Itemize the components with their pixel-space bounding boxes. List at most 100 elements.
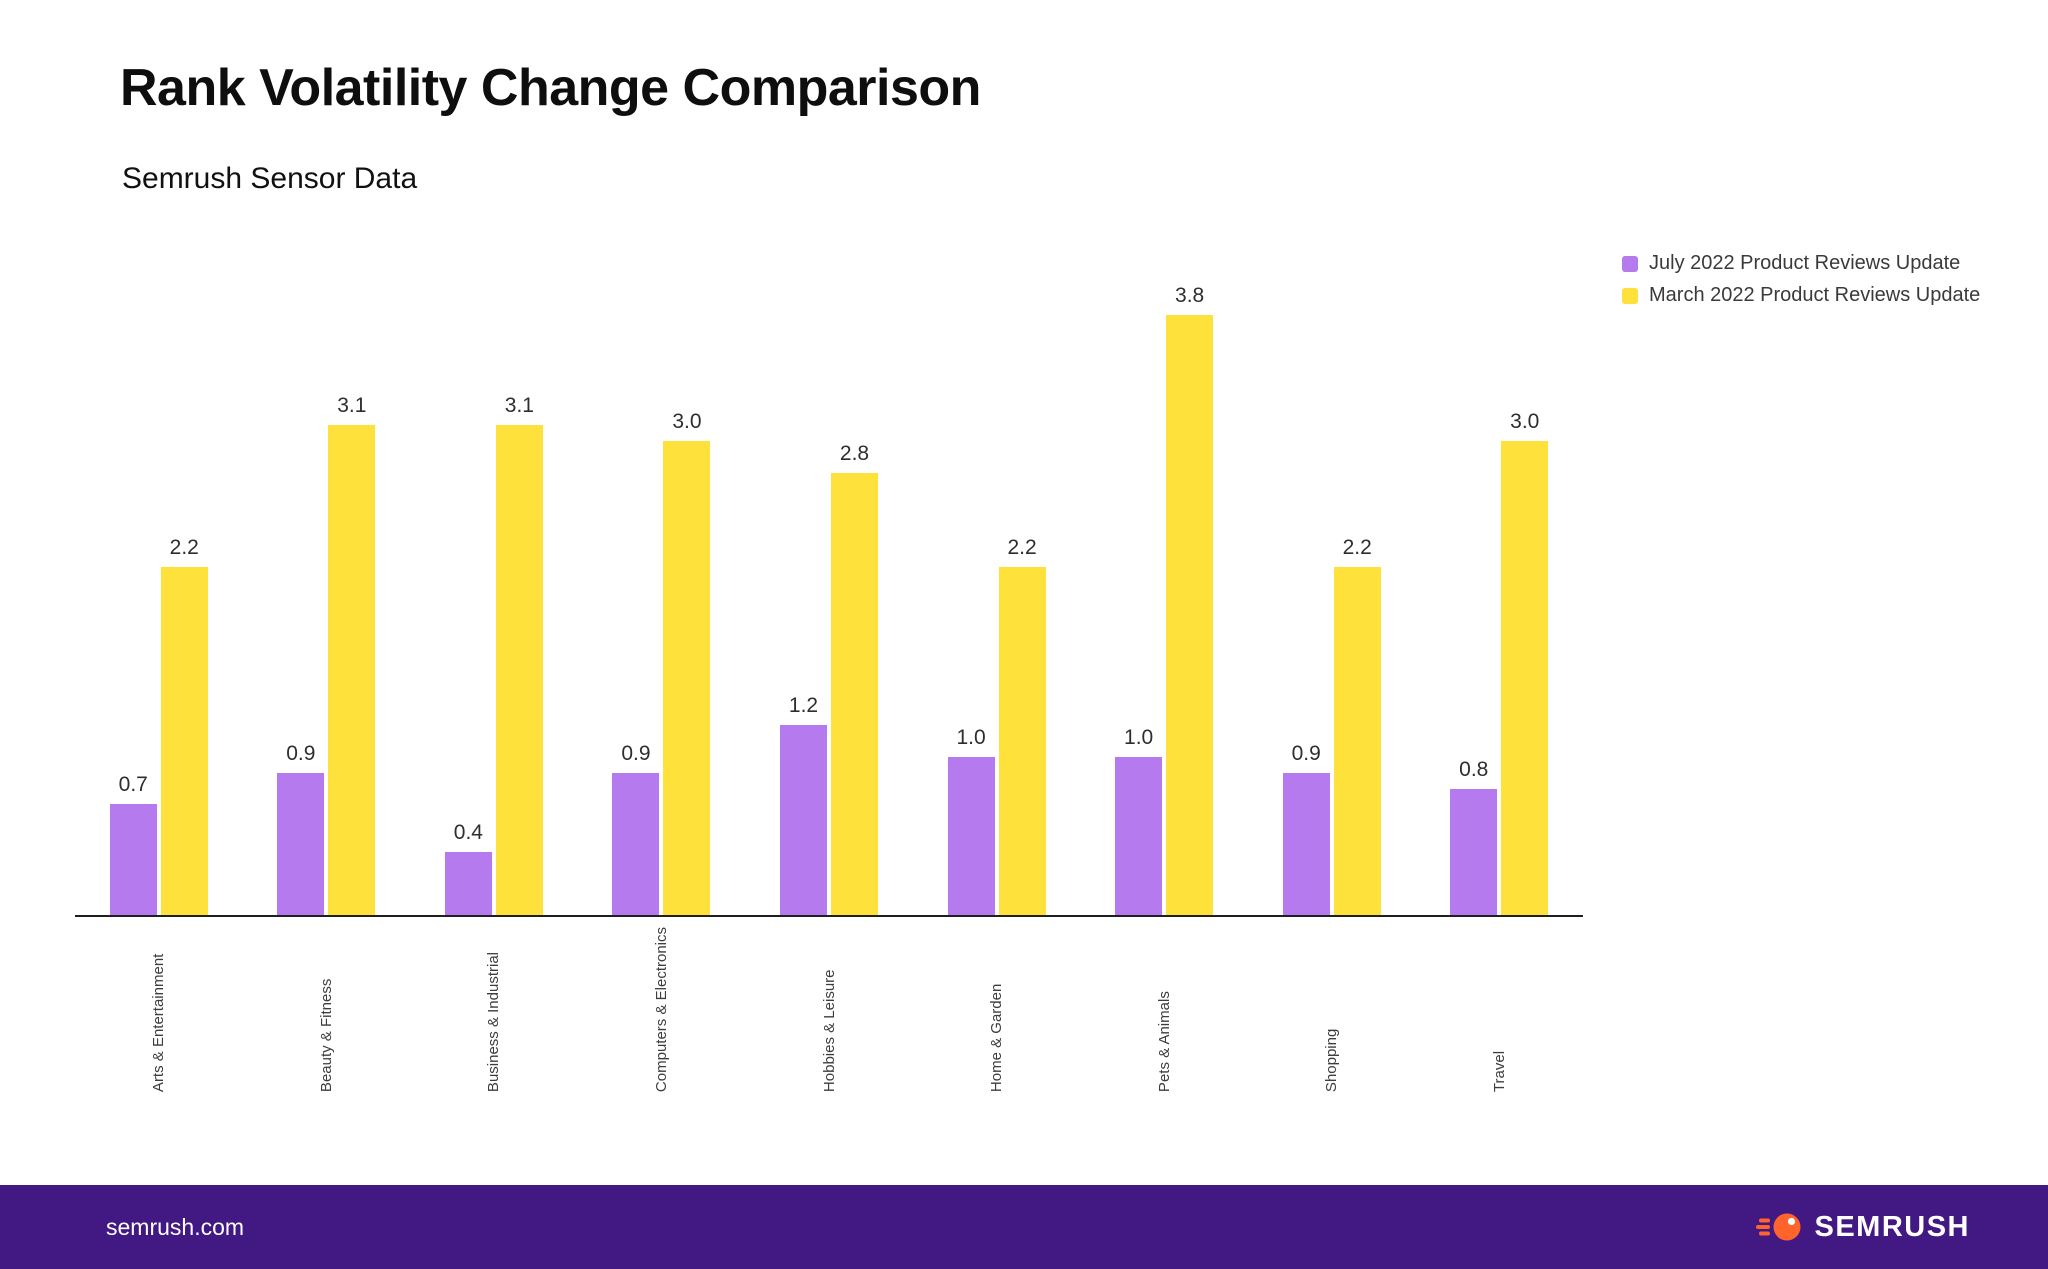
bar-value-label: 3.0 (1510, 410, 1540, 433)
category-label: Hobbies & Leisure (820, 969, 838, 1093)
bar-pair: 0.8 3.0 (1450, 235, 1549, 915)
category-cell: Arts & Entertainment (75, 917, 243, 1092)
bar (495, 425, 543, 915)
bar (780, 725, 828, 915)
bar (109, 804, 157, 915)
category-cell: Home & Garden (913, 917, 1081, 1092)
bar (1333, 567, 1381, 915)
page-title: Rank Volatility Change Comparison (120, 59, 981, 117)
bar-value-label: 1.0 (956, 726, 986, 749)
bar (277, 773, 325, 915)
x-axis-line: 0.7 2.2 0.9 3.1 0.4 3.1 0.9 3.0 1.2 2.8 1.0 2.2 1.0 3… (75, 235, 1583, 917)
bar-group: 0.9 2.2 (1248, 235, 1416, 915)
bar-column: 0.7 (109, 773, 157, 915)
semrush-logo: SEMRUSH (1756, 1211, 1970, 1244)
category-cell: Hobbies & Leisure (745, 917, 913, 1092)
bar-group: 0.9 3.0 (578, 235, 746, 915)
footer-url: semrush.com (106, 1213, 245, 1240)
bar-pair: 0.9 3.1 (277, 235, 376, 915)
bar-column: 1.0 (947, 726, 995, 915)
bar-column: 3.1 (495, 394, 543, 915)
bar-value-label: 0.4 (453, 821, 483, 844)
bar-value-label: 0.9 (1291, 742, 1321, 765)
bar-column: 0.8 (1450, 758, 1498, 915)
bar-column: 3.1 (328, 394, 376, 915)
bar-column: 0.9 (1282, 742, 1330, 915)
bar-column: 3.8 (1166, 284, 1214, 915)
bar-group: 1.0 2.2 (913, 235, 1081, 915)
bar-column: 2.2 (1333, 536, 1381, 915)
category-cell: Computers & Electronics (578, 917, 746, 1092)
bar-value-label: 2.2 (1007, 536, 1037, 559)
legend-item-july: July 2022 Product Reviews Update (1622, 252, 1980, 275)
legend: July 2022 Product Reviews Update March 2… (1622, 252, 1980, 307)
bar-value-label: 3.1 (337, 394, 367, 417)
bar-value-label: 3.1 (504, 394, 534, 417)
bar-group: 0.8 3.0 (1416, 235, 1584, 915)
bar-column: 3.0 (1501, 410, 1549, 915)
bar-pair: 0.9 2.2 (1282, 235, 1381, 915)
bar (663, 441, 711, 915)
bar-column: 1.2 (780, 694, 828, 915)
bar-column: 3.0 (663, 410, 711, 915)
bar-value-label: 2.2 (1342, 536, 1372, 559)
page-subtitle: Semrush Sensor Data (122, 162, 418, 195)
bar (444, 852, 492, 915)
category-cell: Business & Industrial (410, 917, 578, 1092)
bar (328, 425, 376, 915)
legend-swatch-july-icon (1622, 255, 1638, 272)
bar-pair: 0.9 3.0 (612, 235, 711, 915)
bar-pair: 1.0 3.8 (1115, 235, 1214, 915)
category-label: Home & Garden (988, 983, 1006, 1093)
bar-pair: 1.2 2.8 (780, 235, 879, 915)
bar-pair: 0.4 3.1 (444, 235, 543, 915)
bar-column: 0.4 (444, 821, 492, 915)
category-label: Pets & Animals (1155, 991, 1173, 1093)
bar (1282, 773, 1330, 915)
bar-column: 2.2 (160, 536, 208, 915)
bar-value-label: 0.7 (118, 773, 148, 796)
bar-pair: 0.7 2.2 (109, 235, 208, 915)
legend-label-march: March 2022 Product Reviews Update (1649, 284, 1981, 306)
legend-swatch-march-icon (1622, 287, 1638, 304)
category-label: Beauty & Fitness (317, 978, 335, 1093)
bar-value-label: 1.2 (788, 694, 819, 717)
bar-column: 0.9 (612, 742, 660, 915)
bar-value-label: 1.0 (1124, 726, 1154, 749)
semrush-logo-icon (1756, 1213, 1801, 1241)
bar-group: 1.2 2.8 (745, 235, 913, 915)
bar-pair: 1.0 2.2 (947, 235, 1046, 915)
legend-label-july: July 2022 Product Reviews Update (1649, 252, 1961, 274)
bar-chart: 0.7 2.2 0.9 3.1 0.4 3.1 0.9 3.0 1.2 2.8 1.0 2.2 1.0 3… (75, 235, 1583, 1092)
bar (1450, 789, 1498, 915)
bar (831, 473, 879, 915)
category-cell: Beauty & Fitness (243, 917, 411, 1092)
category-labels-row: Arts & Entertainment Beauty & Fitness Busi… (75, 917, 1583, 1092)
bar (1115, 757, 1163, 915)
bar-column: 2.8 (831, 442, 879, 915)
bar-column: 1.0 (1115, 726, 1163, 915)
bar (1501, 441, 1549, 915)
category-label: Business & Industrial (485, 951, 503, 1093)
bar-value-label: 0.9 (621, 742, 651, 765)
category-cell: Pets & Animals (1080, 917, 1248, 1092)
bar-column: 2.2 (998, 536, 1046, 915)
legend-item-march: March 2022 Product Reviews Update (1622, 284, 1980, 307)
category-label: Arts & Entertainment (150, 953, 168, 1093)
bar-value-label: 0.9 (286, 742, 316, 765)
bar-group: 0.9 3.1 (243, 235, 411, 915)
bar-value-label: 3.0 (672, 410, 702, 433)
category-label: Shopping (1323, 1028, 1341, 1093)
bar (612, 773, 660, 915)
footer: semrush.com SEMRUSH (0, 1185, 2048, 1269)
bar-group: 1.0 3.8 (1080, 235, 1248, 915)
bar-group: 0.7 2.2 (75, 235, 243, 915)
bar-column: 0.9 (277, 742, 325, 915)
bar-value-label: 0.8 (1459, 758, 1489, 781)
bar-value-label: 3.8 (1175, 284, 1205, 307)
category-cell: Travel (1416, 917, 1584, 1092)
bar (947, 757, 995, 915)
bar (998, 567, 1046, 915)
category-label: Computers & Electronics (652, 927, 670, 1093)
category-cell: Shopping (1248, 917, 1416, 1092)
